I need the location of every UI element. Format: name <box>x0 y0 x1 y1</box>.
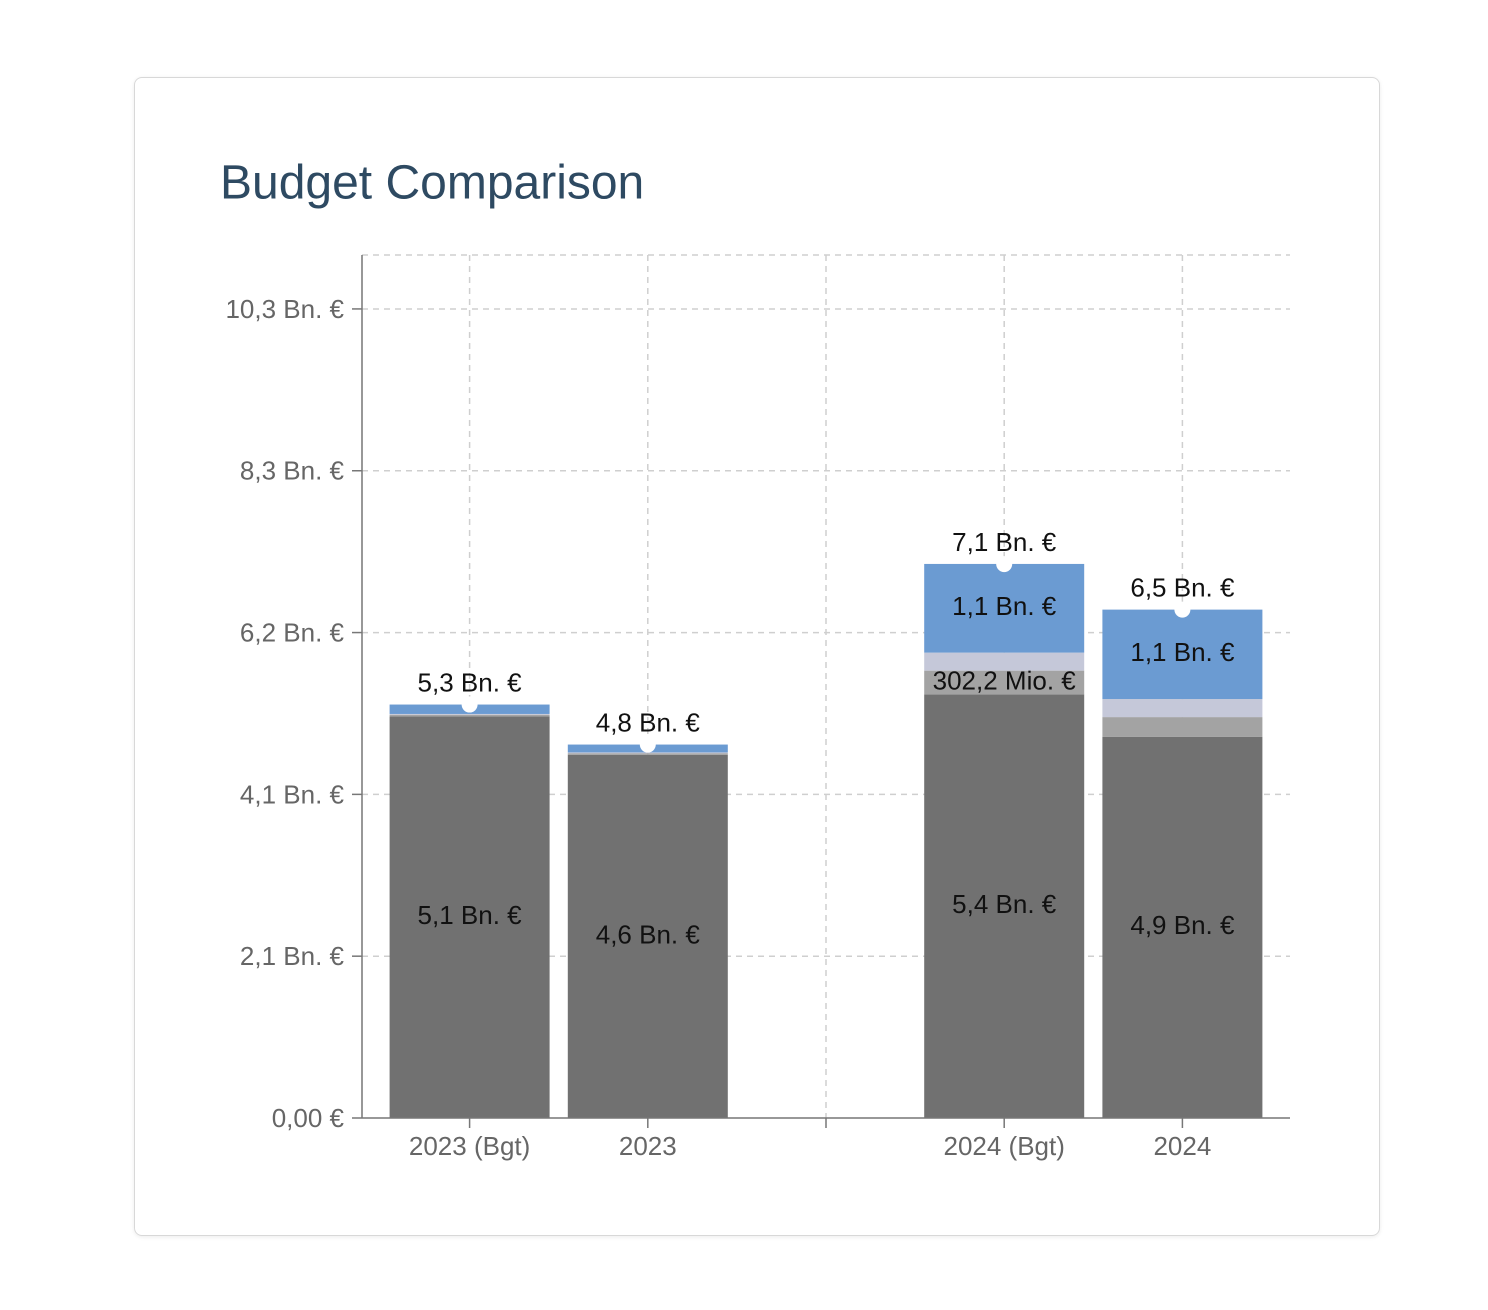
y-tick-label: 4,1 Bn. € <box>240 779 345 809</box>
value-label: 4,6 Bn. € <box>596 919 701 949</box>
total-marker <box>1174 601 1191 618</box>
bar-segment <box>924 563 1085 653</box>
y-tick-label: 8,3 Bn. € <box>240 456 345 486</box>
bar-segment <box>389 716 550 1118</box>
bar-segment <box>1102 717 1263 737</box>
bar-segment <box>1102 736 1263 1118</box>
value-label: 5,4 Bn. € <box>952 889 1057 919</box>
x-tick-label: 2024 (Bgt) <box>943 1131 1064 1161</box>
total-marker <box>639 736 656 753</box>
value-label: 1,1 Bn. € <box>1130 637 1235 667</box>
y-tick-label: 6,2 Bn. € <box>240 617 345 647</box>
x-tick-label: 2023 <box>619 1131 677 1161</box>
total-marker <box>996 556 1013 573</box>
total-label: 7,1 Bn. € <box>952 527 1057 557</box>
bar-segment <box>567 754 728 1118</box>
total-marker <box>461 696 478 713</box>
bar-segment <box>389 713 550 715</box>
total-label: 4,8 Bn. € <box>596 707 701 737</box>
bar-segment <box>924 652 1085 671</box>
chart-title: Budget Comparison <box>220 157 644 210</box>
total-label: 5,3 Bn. € <box>418 667 523 697</box>
bar-segment <box>1102 699 1263 718</box>
value-label: 4,9 Bn. € <box>1130 910 1235 940</box>
y-tick-label: 2,1 Bn. € <box>240 941 345 971</box>
y-tick-label: 10,3 Bn. € <box>225 294 344 324</box>
value-label: 5,1 Bn. € <box>418 900 523 930</box>
bar-segment <box>389 714 550 717</box>
y-tick-label: 0,00 € <box>272 1103 345 1133</box>
x-tick-label: 2024 <box>1153 1131 1211 1161</box>
bar-segment <box>1102 609 1263 700</box>
bar-segment <box>924 694 1085 1118</box>
bar-segment <box>567 753 728 755</box>
bar-segment <box>924 670 1085 695</box>
value-label: 1,1 Bn. € <box>952 591 1057 621</box>
x-tick-label: 2023 (Bgt) <box>409 1131 530 1161</box>
total-label: 6,5 Bn. € <box>1130 572 1235 602</box>
card <box>134 77 1380 1236</box>
bar-segment <box>567 752 728 754</box>
